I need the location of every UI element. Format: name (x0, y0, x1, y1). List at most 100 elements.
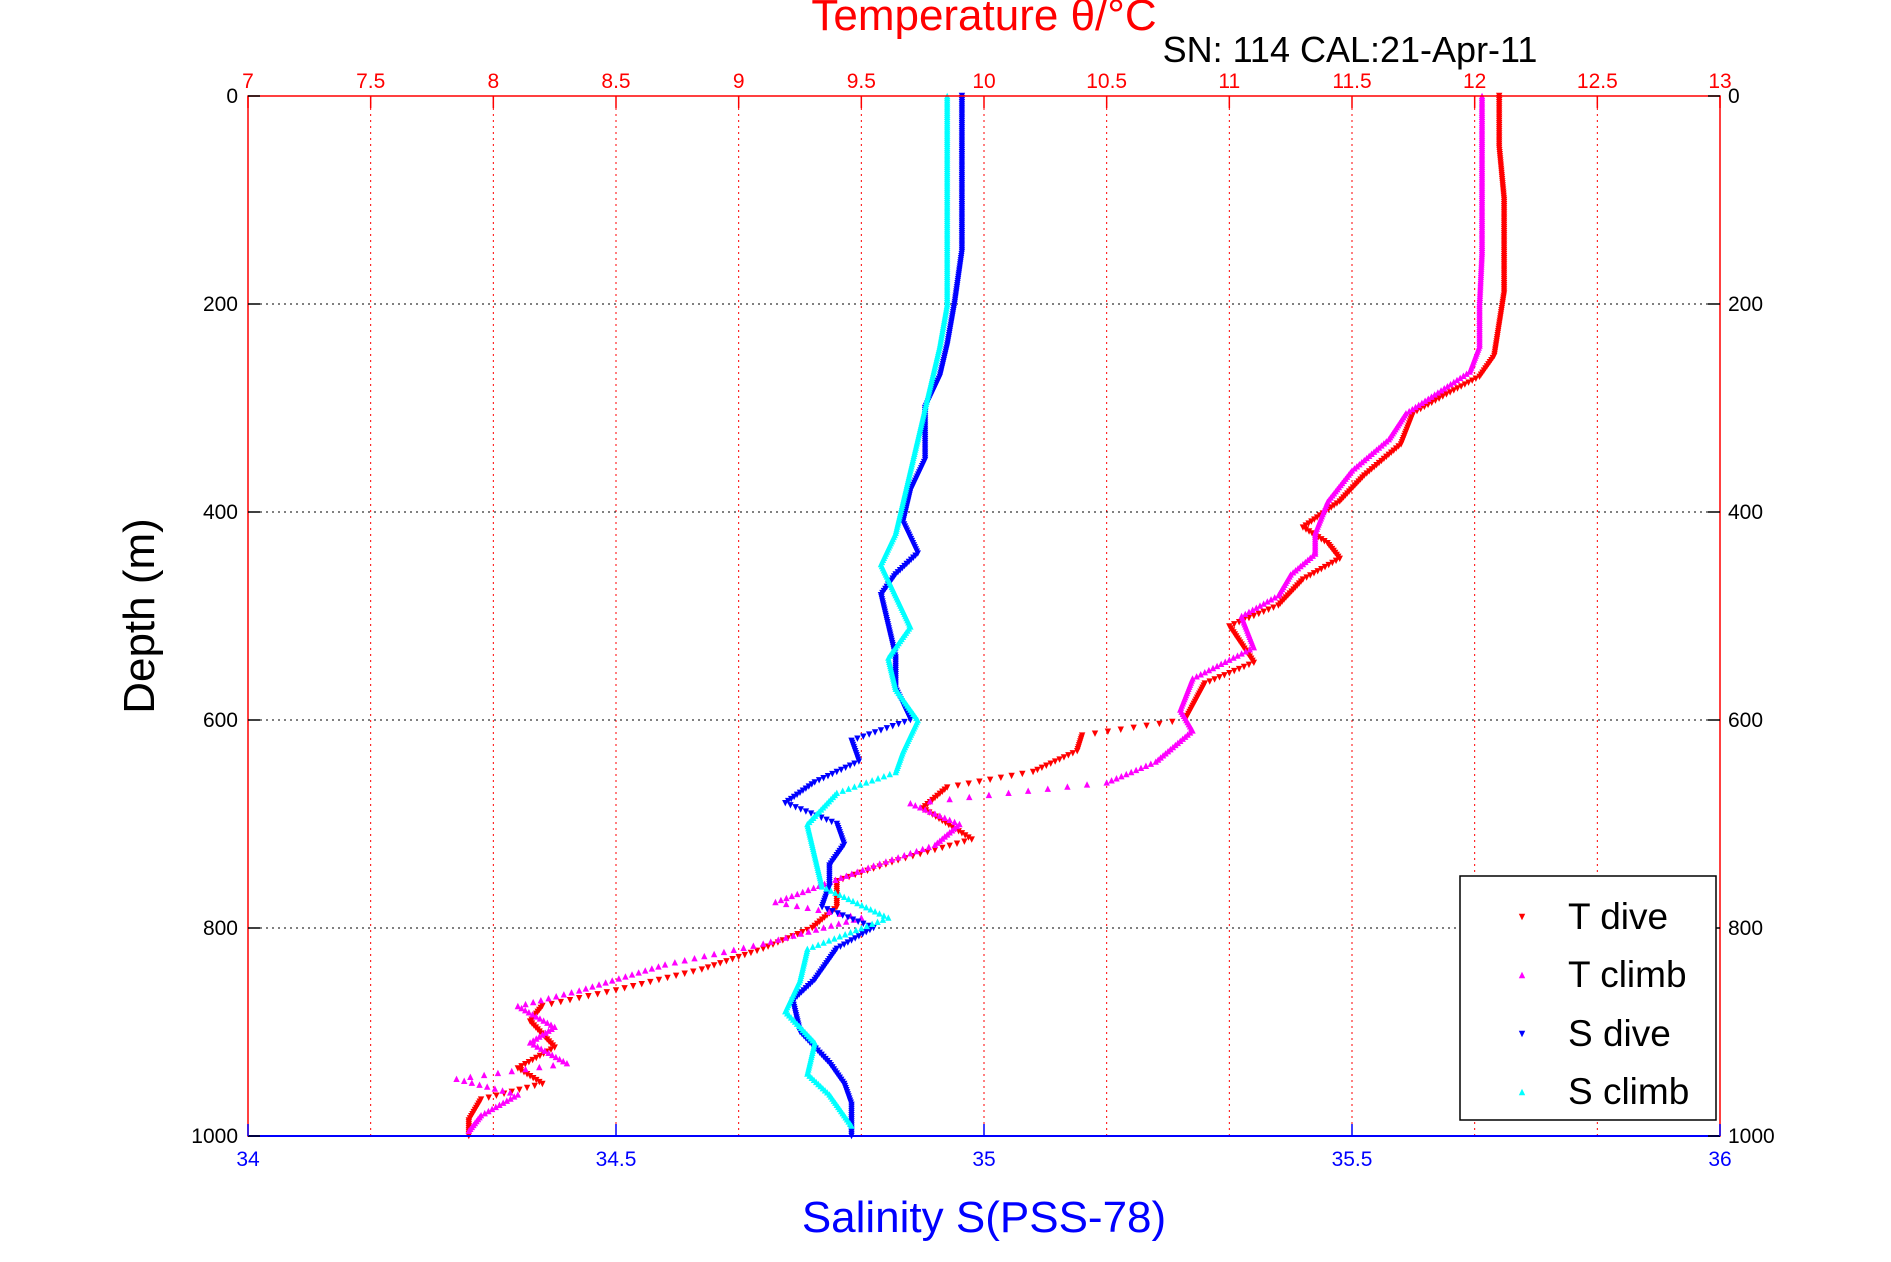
data-point (859, 931, 866, 938)
data-point (907, 800, 914, 807)
data-point (499, 1099, 507, 1106)
data-point (868, 920, 876, 928)
data-point (1264, 598, 1271, 605)
data-point (814, 941, 822, 948)
data-point (1318, 536, 1325, 543)
data-point (522, 1006, 529, 1014)
data-point (1310, 570, 1318, 577)
left-tick-label: 0 (226, 85, 238, 108)
data-point (1019, 770, 1026, 778)
data-point (1209, 664, 1217, 672)
y-axis-title: Depth (m) (115, 518, 164, 714)
data-point (997, 774, 1005, 782)
data-point (1246, 646, 1253, 653)
data-point (839, 787, 846, 794)
data-point (655, 963, 662, 970)
data-point (917, 804, 924, 811)
data-point (829, 908, 836, 915)
data-point (545, 1049, 552, 1056)
data-point (1453, 376, 1461, 384)
data-point (556, 1055, 563, 1063)
bottom-tick-label: 36 (1708, 1148, 1731, 1171)
data-point (965, 780, 972, 787)
data-point (537, 1045, 545, 1052)
data-point (1307, 572, 1314, 579)
data-point (871, 729, 879, 736)
data-point (1303, 574, 1310, 581)
top-tick-label: 11 (1218, 70, 1240, 93)
data-point (661, 961, 669, 968)
data-point (783, 894, 790, 902)
data-point (807, 810, 815, 817)
data-point (792, 804, 799, 811)
data-point (717, 960, 724, 967)
data-point (799, 888, 806, 896)
data-point (844, 939, 852, 946)
data-point (642, 967, 649, 974)
data-point (1242, 648, 1249, 655)
data-point (958, 830, 966, 837)
top-tick-label: 12.5 (1577, 70, 1618, 93)
data-point (533, 1035, 540, 1042)
data-point (1454, 385, 1461, 392)
data-point (985, 791, 993, 799)
data-point (849, 916, 857, 923)
right-tick-label: 200 (1728, 293, 1763, 316)
data-point (508, 1067, 515, 1075)
data-point (912, 802, 919, 809)
data-point (481, 1109, 488, 1117)
data-point (516, 1086, 523, 1094)
data-point (828, 818, 835, 826)
data-point (701, 952, 708, 960)
data-point (1330, 502, 1338, 509)
data-point (1043, 762, 1050, 769)
data-point (638, 980, 645, 988)
legend-markers (1518, 913, 1526, 1096)
data-point (1450, 387, 1458, 394)
data-point (494, 1069, 502, 1077)
data-point (863, 922, 870, 930)
data-point (1336, 555, 1343, 562)
data-point (880, 912, 888, 919)
data-point (1253, 604, 1260, 611)
data-point (966, 793, 973, 801)
data-point (522, 1061, 529, 1068)
data-point (514, 1002, 522, 1010)
data-point (536, 1052, 544, 1060)
data-point (820, 924, 827, 931)
data-point (986, 776, 994, 783)
legend-box (1459, 875, 1717, 1121)
data-point (1412, 403, 1419, 411)
data-point (815, 777, 823, 784)
data-point (839, 912, 846, 919)
data-point (1245, 661, 1253, 669)
data-point (824, 772, 832, 780)
data-point (775, 936, 782, 943)
data-point (518, 1063, 525, 1070)
data-point (1421, 397, 1429, 404)
data-point (868, 777, 876, 784)
data-point (1226, 656, 1233, 663)
data-point (1091, 730, 1099, 737)
data-point (825, 937, 833, 944)
data-point (815, 906, 822, 913)
data-point (785, 797, 792, 805)
data-point (1447, 380, 1454, 388)
data-point (863, 928, 870, 936)
data-point (1240, 663, 1248, 671)
data-point (855, 758, 863, 765)
data-point (1069, 750, 1077, 757)
data-point (1472, 375, 1480, 382)
data-point (954, 782, 962, 789)
data-point (672, 972, 680, 980)
data-point (1305, 528, 1313, 535)
data-point (836, 933, 843, 940)
data-point (1137, 764, 1145, 772)
data-point (783, 900, 790, 908)
data-point (1461, 381, 1469, 388)
data-point (530, 998, 537, 1006)
data-point (874, 918, 881, 925)
data-point (1456, 374, 1464, 382)
data-point (484, 1083, 491, 1090)
